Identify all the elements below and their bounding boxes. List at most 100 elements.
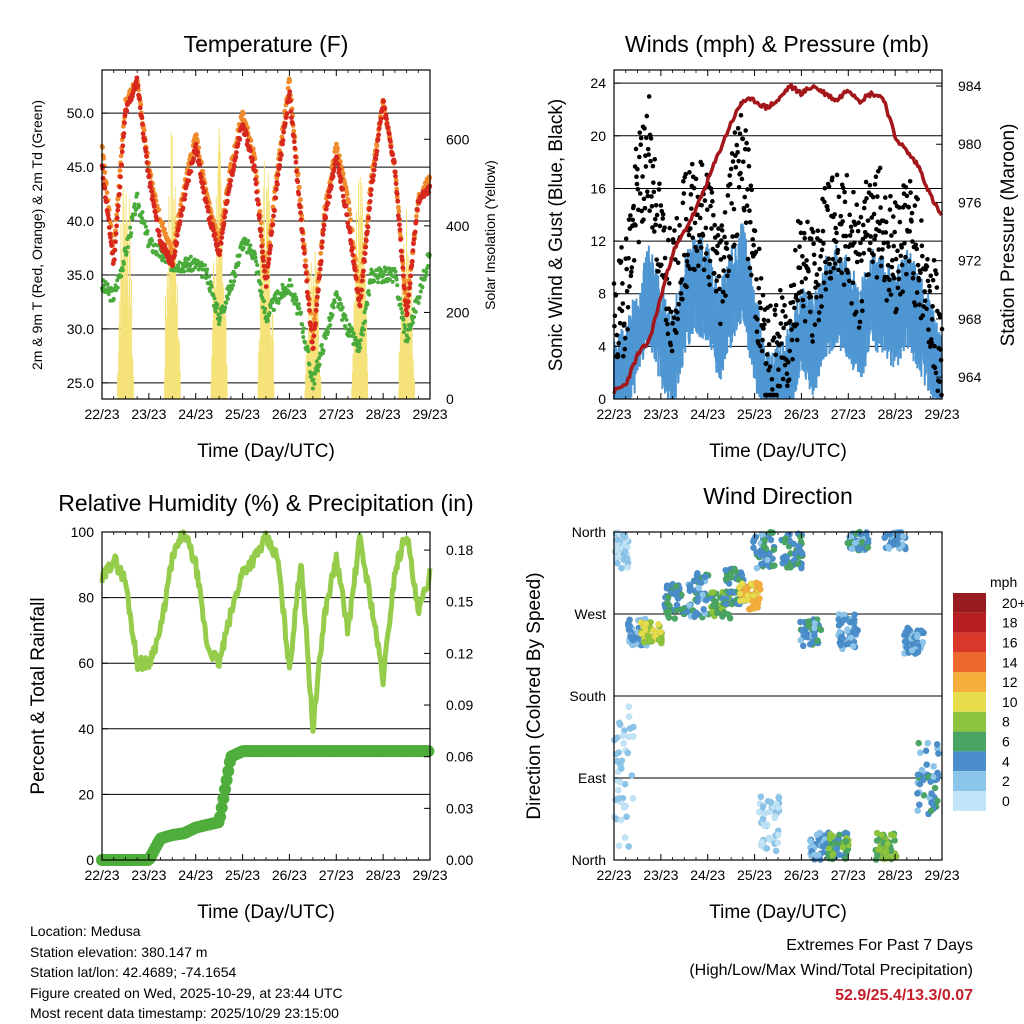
gust-point xyxy=(787,348,793,354)
gust-point xyxy=(743,220,749,225)
gust-point xyxy=(896,276,902,282)
gust-point xyxy=(859,258,864,263)
dewpoint-point xyxy=(132,202,137,207)
gust-point xyxy=(861,205,867,211)
gust-point xyxy=(822,199,827,205)
temp-2m-point xyxy=(300,237,306,243)
y2-tick-label: 972 xyxy=(958,253,982,269)
temp-2m-point xyxy=(365,224,371,230)
dewpoint-point xyxy=(236,260,241,265)
gust-point xyxy=(931,258,937,263)
temp-2m-point xyxy=(297,204,303,210)
x-tick-label: 25/23 xyxy=(225,406,260,422)
gust-point xyxy=(868,234,874,239)
direction-point xyxy=(929,800,936,807)
gust-point xyxy=(925,278,931,284)
gust-point xyxy=(781,325,786,331)
direction-point xyxy=(760,542,768,550)
humidity-plot-area xyxy=(96,529,435,866)
gust-point xyxy=(724,246,730,252)
gust-point xyxy=(871,252,876,258)
gust-point xyxy=(772,312,778,318)
direction-point xyxy=(931,784,939,792)
temp-2m-point xyxy=(122,120,127,126)
gust-point xyxy=(711,212,716,218)
direction-point xyxy=(864,544,872,551)
gust-point xyxy=(691,185,697,191)
x-tick-label: 23/23 xyxy=(131,867,166,883)
gust-point xyxy=(773,302,779,308)
direction-point xyxy=(686,602,693,609)
gust-point xyxy=(786,359,791,365)
gust-point xyxy=(634,181,640,187)
gust-point xyxy=(937,379,942,384)
temp-2m-point xyxy=(153,209,158,215)
direction-point xyxy=(758,531,766,538)
temp-9m-point xyxy=(240,111,246,117)
y-tick-label: 16 xyxy=(590,180,606,196)
gust-point xyxy=(617,320,623,326)
direction-point xyxy=(613,757,621,765)
gust-point xyxy=(683,216,689,222)
dewpoint-point xyxy=(228,279,233,284)
gust-point xyxy=(716,226,721,231)
x-tick-label: 22/23 xyxy=(84,867,119,883)
gust-point xyxy=(830,256,836,262)
gust-point xyxy=(769,376,775,382)
gust-point xyxy=(778,341,784,346)
direction-point xyxy=(756,595,763,602)
direction-point xyxy=(672,583,680,590)
temp-2m-point xyxy=(262,268,267,274)
gust-point xyxy=(894,306,899,312)
temp-2m-point xyxy=(250,156,256,162)
dewpoint-point xyxy=(128,234,133,239)
direction-series xyxy=(611,528,942,863)
gust-point xyxy=(654,257,659,262)
gust-point xyxy=(808,309,813,315)
temp-9m-point xyxy=(296,184,302,190)
y2-tick-label: 984 xyxy=(958,78,982,94)
gust-point xyxy=(831,265,837,271)
temp-2m-point xyxy=(372,161,378,167)
temp-2m-point xyxy=(338,176,344,182)
dewpoint-point xyxy=(139,216,144,221)
temp-2m-point xyxy=(314,294,320,300)
temp-2m-point xyxy=(388,138,393,144)
gust-point xyxy=(674,330,679,335)
gust-point xyxy=(811,241,816,247)
temp-2m-point xyxy=(374,148,380,154)
gust-point xyxy=(618,259,624,264)
dewpoint-point xyxy=(367,292,372,297)
direction-point xyxy=(722,566,730,574)
dewpoint-point xyxy=(254,259,259,264)
gust-point xyxy=(681,179,686,184)
gust-point xyxy=(622,346,628,352)
temp-2m-point xyxy=(204,199,209,205)
temp-2m-point xyxy=(106,225,112,230)
direction-point xyxy=(763,845,771,852)
gust-point xyxy=(637,154,642,160)
dewpoint-point xyxy=(111,296,116,301)
gust-point xyxy=(649,194,654,199)
gust-point xyxy=(888,193,893,199)
gust-point xyxy=(800,254,805,259)
gust-point xyxy=(673,257,678,262)
temp-2m-point xyxy=(385,125,391,130)
gust-point xyxy=(701,267,707,273)
gust-point xyxy=(758,305,763,311)
gust-point xyxy=(612,313,618,319)
dewpoint-point xyxy=(106,292,111,297)
gust-point xyxy=(863,179,869,185)
gust-point xyxy=(898,253,904,259)
dewpoint-point xyxy=(120,268,125,273)
y-tick-label: 20 xyxy=(590,128,606,144)
temp-9m-point xyxy=(298,197,303,202)
temp-2m-point xyxy=(154,217,160,223)
dewpoint-point xyxy=(356,349,361,354)
x-tick-label: 29/23 xyxy=(412,406,447,422)
temp-2m-point xyxy=(411,236,417,242)
temp-2m-point xyxy=(313,321,319,326)
gust-point xyxy=(934,285,940,290)
direction-point xyxy=(694,598,701,605)
temp-2m-point xyxy=(277,163,283,168)
